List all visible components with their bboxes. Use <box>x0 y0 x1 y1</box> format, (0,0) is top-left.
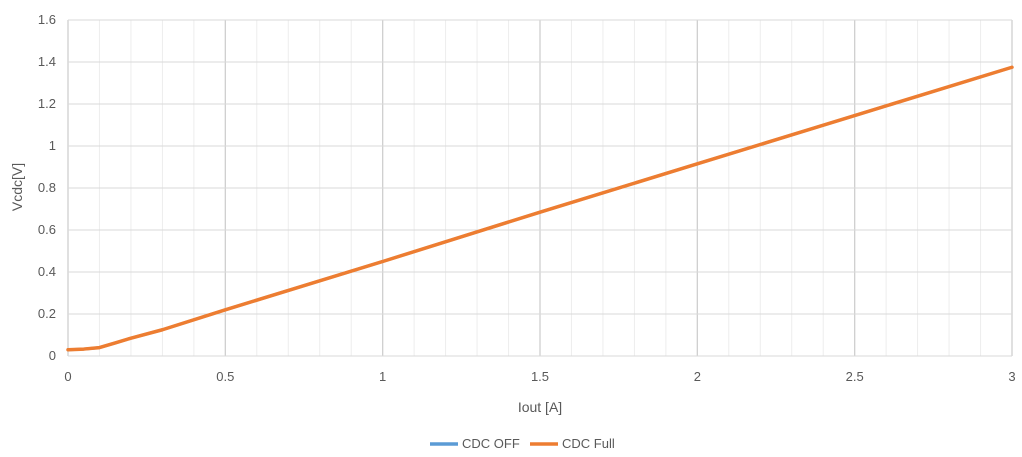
x-tick-label: 0.5 <box>216 369 234 384</box>
y-tick-labels: 0 0.2 0.4 0.6 0.8 1 1.2 1.4 1.6 <box>38 12 56 363</box>
grid <box>67 19 1013 357</box>
x-tick-label: 3 <box>1008 369 1015 384</box>
x-tick-label: 1.5 <box>531 369 549 384</box>
y-tick-label: 1.2 <box>38 96 56 111</box>
y-tick-label: 1.4 <box>38 54 56 69</box>
y-tick-label: 0.2 <box>38 306 56 321</box>
legend-label: CDC Full <box>562 436 615 451</box>
x-tick-label: 2.5 <box>846 369 864 384</box>
x-tick-label: 1 <box>379 369 386 384</box>
x-tick-labels: 0 0.5 1 1.5 2 2.5 3 <box>64 369 1015 384</box>
x-tick-label: 2 <box>694 369 701 384</box>
y-tick-label: 0 <box>49 348 56 363</box>
y-tick-label: 1.6 <box>38 12 56 27</box>
y-axis-title: Vcdc[V] <box>9 163 25 211</box>
legend-label: CDC OFF <box>462 436 520 451</box>
legend: CDC OFF CDC Full <box>430 436 615 451</box>
y-tick-label: 1 <box>49 138 56 153</box>
series-line-cdc-full <box>66 65 1014 352</box>
x-axis-title: Iout [A] <box>518 399 562 415</box>
y-tick-label: 0.4 <box>38 264 56 279</box>
series-lines <box>66 65 1014 352</box>
y-tick-label: 0.8 <box>38 180 56 195</box>
y-tick-label: 0.6 <box>38 222 56 237</box>
x-tick-label: 0 <box>64 369 71 384</box>
